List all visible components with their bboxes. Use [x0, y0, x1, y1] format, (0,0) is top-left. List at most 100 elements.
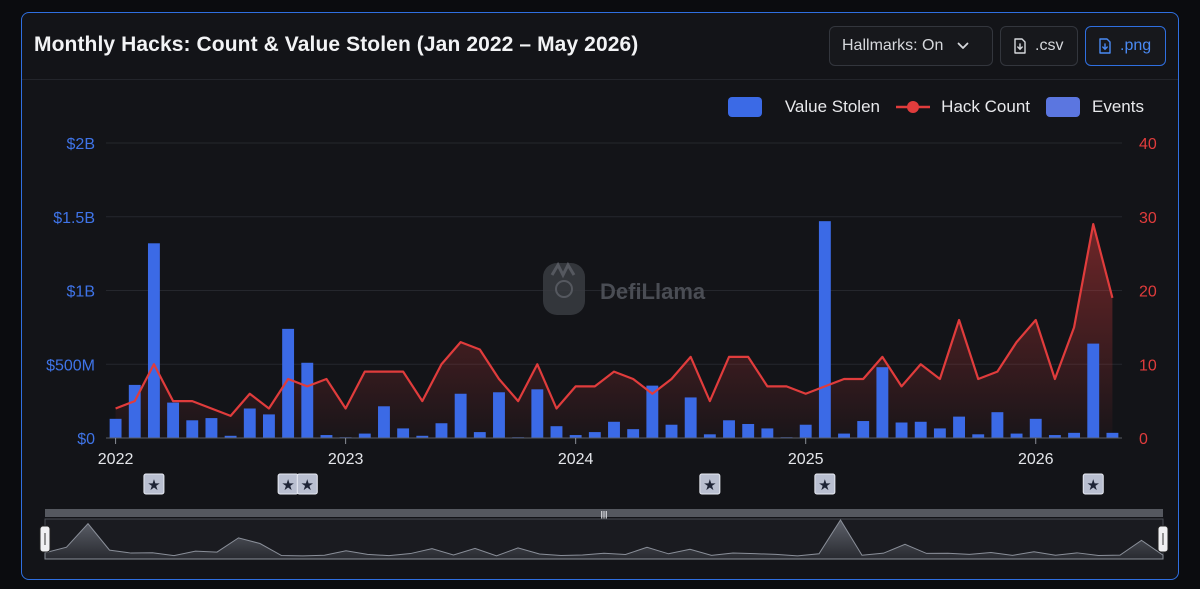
x-tick-label: 2024 — [558, 451, 594, 468]
value-stolen-bar[interactable] — [665, 424, 678, 438]
value-stolen-bar[interactable] — [186, 420, 199, 438]
download-file-icon — [1098, 38, 1112, 54]
value-stolen-bar[interactable] — [282, 328, 295, 438]
value-stolen-bar[interactable] — [799, 424, 812, 438]
slider-scrollbar[interactable] — [45, 509, 1163, 517]
value-stolen-bar[interactable] — [857, 421, 870, 438]
csv-label: .csv — [1035, 37, 1064, 54]
value-stolen-bar[interactable] — [416, 435, 429, 438]
value-stolen-bar[interactable] — [646, 385, 659, 438]
value-stolen-bar[interactable] — [397, 428, 410, 438]
value-stolen-bar[interactable] — [1029, 418, 1042, 438]
hack-count-area-fill — [115, 224, 1113, 438]
y-left-tick-label: $1.5B — [53, 210, 95, 227]
watermark-text: DefiLlama — [600, 279, 706, 304]
value-stolen-bar[interactable] — [263, 414, 275, 438]
star-icon: ★ — [281, 477, 294, 494]
value-stolen-bar[interactable] — [358, 433, 371, 438]
event-marker-box[interactable] — [143, 473, 165, 495]
value-stolen-bar[interactable] — [569, 435, 582, 438]
star-icon: ★ — [301, 477, 314, 494]
value-stolen-bar[interactable] — [147, 243, 160, 438]
value-stolen-bar[interactable] — [1010, 433, 1023, 438]
hack-count-line-path — [115, 223, 1114, 417]
event-marker[interactable]: ★ — [699, 473, 721, 495]
event-marker-box[interactable] — [1082, 473, 1104, 495]
value-stolen-bar[interactable] — [473, 432, 486, 438]
value-stolen-bar[interactable] — [608, 421, 620, 438]
value-stolen-bar[interactable] — [761, 428, 774, 438]
value-stolen-bar[interactable] — [588, 432, 601, 438]
scrollbar-grip-icon: ||| — [601, 510, 608, 519]
x-tick-label: 2022 — [98, 451, 134, 468]
range-slider[interactable]: ||| — [39, 509, 1169, 560]
event-marker[interactable]: ★ — [1082, 473, 1104, 495]
y-left-tick-label: $0 — [77, 431, 95, 448]
value-stolen-bar[interactable] — [972, 434, 985, 438]
legend-label: Events — [1092, 97, 1144, 116]
star-icon: ★ — [703, 477, 716, 494]
event-marker[interactable]: ★ — [277, 473, 299, 495]
star-icon: ★ — [818, 477, 831, 494]
value-stolen-bar[interactable] — [224, 435, 237, 438]
event-marker[interactable]: ★ — [296, 473, 318, 495]
download-file-icon — [1013, 38, 1027, 54]
value-stolen-bar[interactable] — [818, 221, 831, 438]
value-stolen-bar[interactable] — [531, 389, 544, 438]
value-stolen-bar[interactable] — [1068, 432, 1081, 438]
value-stolen-bar[interactable] — [914, 421, 927, 438]
value-stolen-bar[interactable] — [953, 416, 965, 438]
value-stolen-bar[interactable] — [684, 397, 697, 438]
value-stolen-bar[interactable] — [991, 412, 1004, 438]
value-stolen-bars — [109, 221, 1119, 439]
legend-line-dot — [907, 101, 919, 113]
event-markers: ★ ★ ★ ★ ★ ★ — [143, 473, 1104, 495]
legend-swatch — [728, 97, 762, 117]
slider-handle-right[interactable] — [1157, 525, 1169, 553]
x-tick-label: 2026 — [1018, 451, 1054, 468]
value-stolen-bar[interactable] — [838, 433, 850, 438]
value-stolen-bar[interactable] — [378, 406, 390, 438]
slider-handle-left[interactable] — [39, 525, 51, 553]
event-marker[interactable]: ★ — [814, 473, 836, 495]
value-stolen-bar[interactable] — [933, 428, 946, 438]
value-stolen-bar[interactable] — [167, 402, 180, 438]
y-right-tick-label: 0 — [1139, 431, 1148, 448]
chart-card: Monthly Hacks: Count & Value Stolen (Jan… — [21, 12, 1179, 580]
value-stolen-bar[interactable] — [876, 367, 889, 438]
value-stolen-bar[interactable] — [320, 435, 333, 438]
value-stolen-bar[interactable] — [1087, 343, 1100, 438]
value-stolen-bar[interactable] — [627, 429, 640, 438]
download-png-button[interactable]: .png — [1085, 26, 1166, 66]
value-stolen-bar[interactable] — [205, 418, 218, 438]
value-stolen-bar[interactable] — [243, 408, 256, 439]
x-tick-label: 2025 — [788, 451, 824, 468]
value-stolen-bar[interactable] — [1048, 435, 1061, 438]
y-left-tick-label: $1B — [67, 284, 95, 301]
y-right-tick-label: 20 — [1139, 284, 1157, 301]
event-marker[interactable]: ★ — [143, 473, 165, 495]
hallmarks-toggle-button[interactable]: Hallmarks: On — [829, 26, 993, 66]
value-stolen-bar[interactable] — [301, 362, 314, 438]
value-stolen-bar[interactable] — [454, 393, 467, 438]
value-stolen-bar[interactable] — [109, 418, 122, 438]
value-stolen-bar[interactable] — [128, 384, 141, 438]
value-stolen-bar[interactable] — [1106, 432, 1119, 438]
value-stolen-bar[interactable] — [723, 420, 735, 438]
legend-label: Hack Count — [941, 97, 1030, 116]
value-stolen-bar[interactable] — [550, 426, 563, 438]
event-marker-box[interactable] — [699, 473, 721, 495]
value-stolen-bar[interactable] — [493, 392, 505, 438]
download-csv-button[interactable]: .csv — [1000, 26, 1078, 66]
y-left-tick-label: $500M — [46, 357, 95, 374]
chevron-down-icon — [957, 42, 969, 50]
chart-title: Monthly Hacks: Count & Value Stolen (Jan… — [34, 33, 639, 56]
event-marker-box[interactable] — [296, 473, 318, 495]
value-stolen-bar[interactable] — [435, 423, 448, 438]
value-stolen-bar[interactable] — [703, 434, 716, 438]
value-stolen-bar[interactable] — [742, 423, 755, 438]
legend: Events Hack Count Value Stolen — [728, 97, 1144, 117]
value-stolen-bar[interactable] — [895, 422, 908, 438]
legend-swatch — [1046, 97, 1080, 117]
event-marker-box[interactable] — [814, 473, 836, 495]
